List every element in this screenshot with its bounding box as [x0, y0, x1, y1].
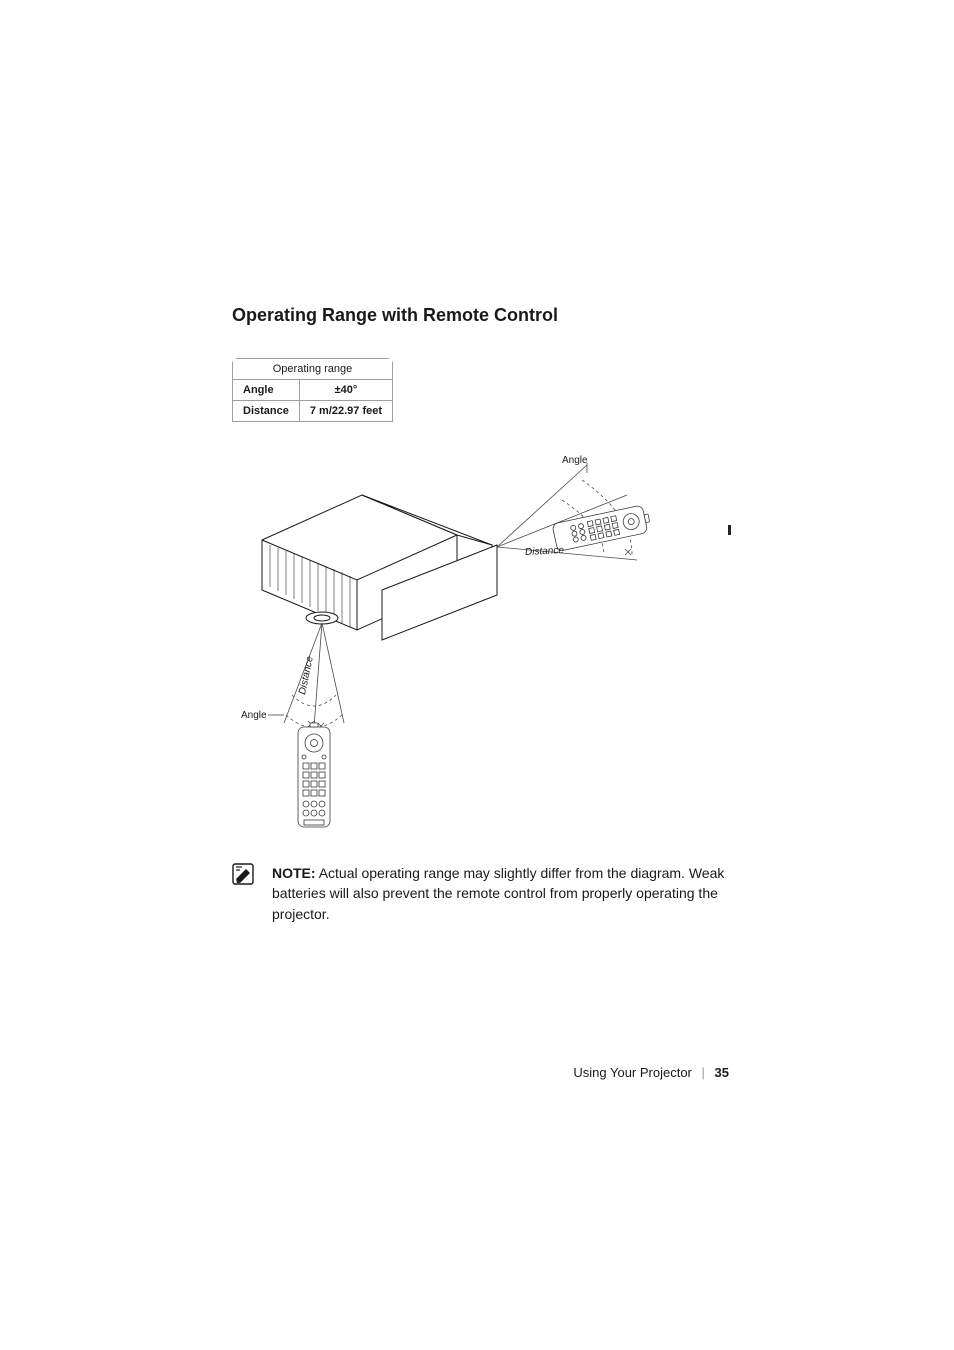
table-header: Operating range — [233, 359, 393, 380]
footer-separator: | — [702, 1065, 705, 1080]
diagram: Angle Angle Distance Distance — [232, 445, 732, 835]
operating-range-table: Operating range Angle ±40° Distance 7 m/… — [232, 358, 393, 422]
page-footer: Using Your Projector | 35 — [573, 1065, 729, 1080]
table-cell-value: 7 m/22.97 feet — [299, 401, 392, 422]
note-text: NOTE: Actual operating range may slightl… — [272, 863, 742, 924]
diagram-label-angle-left: Angle — [241, 710, 267, 721]
remote-top-icon — [552, 504, 652, 551]
footer-section: Using Your Projector — [573, 1065, 692, 1080]
table-row: Distance 7 m/22.97 feet — [233, 401, 393, 422]
note-label: NOTE: — [272, 865, 316, 881]
table-cell-value: ±40° — [299, 380, 392, 401]
diagram-svg — [232, 445, 732, 835]
note-block: NOTE: Actual operating range may slightl… — [232, 863, 742, 924]
diagram-label-distance-top: Distance — [525, 545, 564, 558]
table-cell-label: Angle — [233, 380, 300, 401]
section-title: Operating Range with Remote Control — [232, 305, 834, 326]
page: Operating Range with Remote Control Oper… — [0, 0, 954, 1350]
footer-page-number: 35 — [715, 1065, 729, 1080]
projector-icon — [262, 495, 497, 640]
table-cell-label: Distance — [233, 401, 300, 422]
table-row: Angle ±40° — [233, 380, 393, 401]
diagram-label-angle-top: Angle — [562, 455, 588, 466]
note-icon — [232, 863, 254, 885]
remote-bottom-icon — [298, 723, 330, 827]
note-body: Actual operating range may slightly diff… — [272, 865, 724, 922]
operating-range-table-wrap: Operating range Angle ±40° Distance 7 m/… — [232, 358, 393, 440]
